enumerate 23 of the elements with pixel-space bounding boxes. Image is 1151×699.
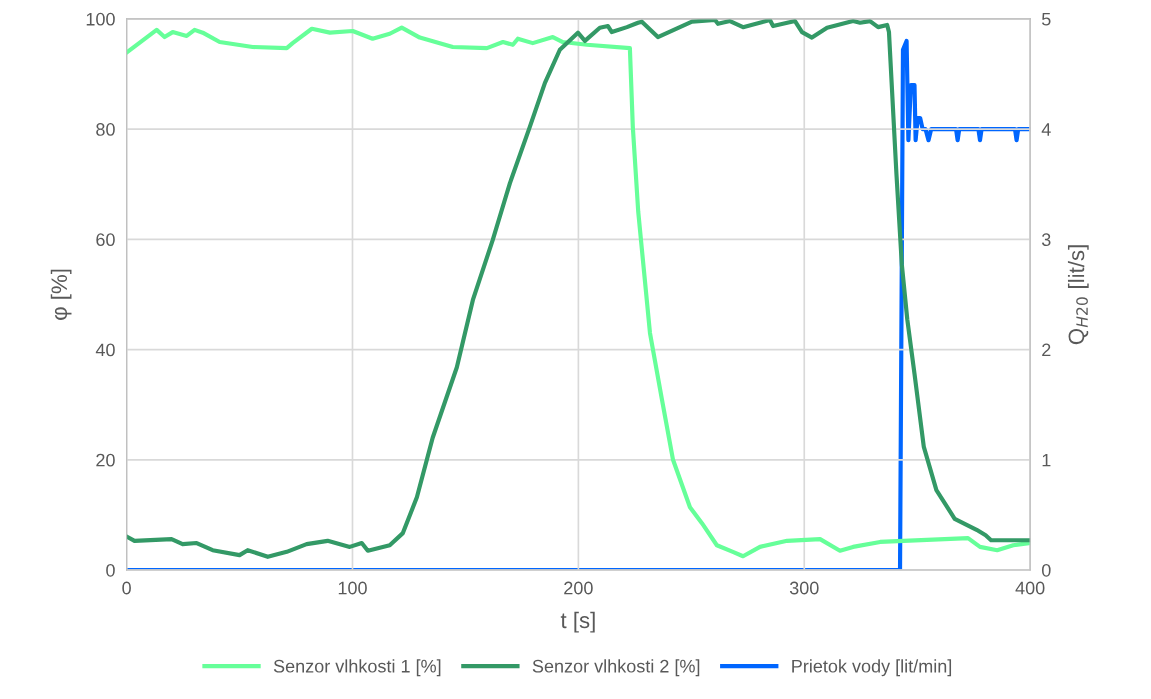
legend-label: Senzor vlhkosti 2 [%] [532, 659, 700, 677]
x-tick-label: 0 [122, 581, 131, 595]
y-tick-label: 40 [95, 343, 115, 357]
y-axis-title: φ [%] [50, 269, 72, 320]
x-tick-label: 100 [338, 581, 367, 595]
y2-tick-label: 0 [1041, 563, 1051, 577]
y2-axis-title: Q$_{H20}$ [lit/s] [1067, 245, 1089, 345]
y2-tick-label: 1 [1042, 453, 1051, 467]
y-tick-label: 80 [96, 123, 115, 136]
y2-tick-label: 3 [1041, 233, 1051, 247]
y2-tick-label: 4 [1041, 123, 1051, 136]
y-tick-label: 0 [106, 563, 115, 577]
x-tick-label: 300 [789, 581, 819, 595]
legend-label: Senzor vlhkosti 1 [%] [273, 659, 441, 677]
legend-label: Prietok vody [lit/min] [792, 659, 952, 677]
x-tick-label: 200 [564, 581, 593, 595]
x-tick-label: 400 [1015, 581, 1045, 595]
y-tick-label: 20 [96, 453, 115, 467]
y-tick-label: 60 [96, 233, 115, 247]
y-tick-label: 100 [86, 12, 115, 26]
y2-tick-label: 2 [1042, 343, 1051, 357]
y2-tick-label: 5 [1041, 12, 1051, 26]
x-axis-title: t [s] [560, 611, 595, 633]
